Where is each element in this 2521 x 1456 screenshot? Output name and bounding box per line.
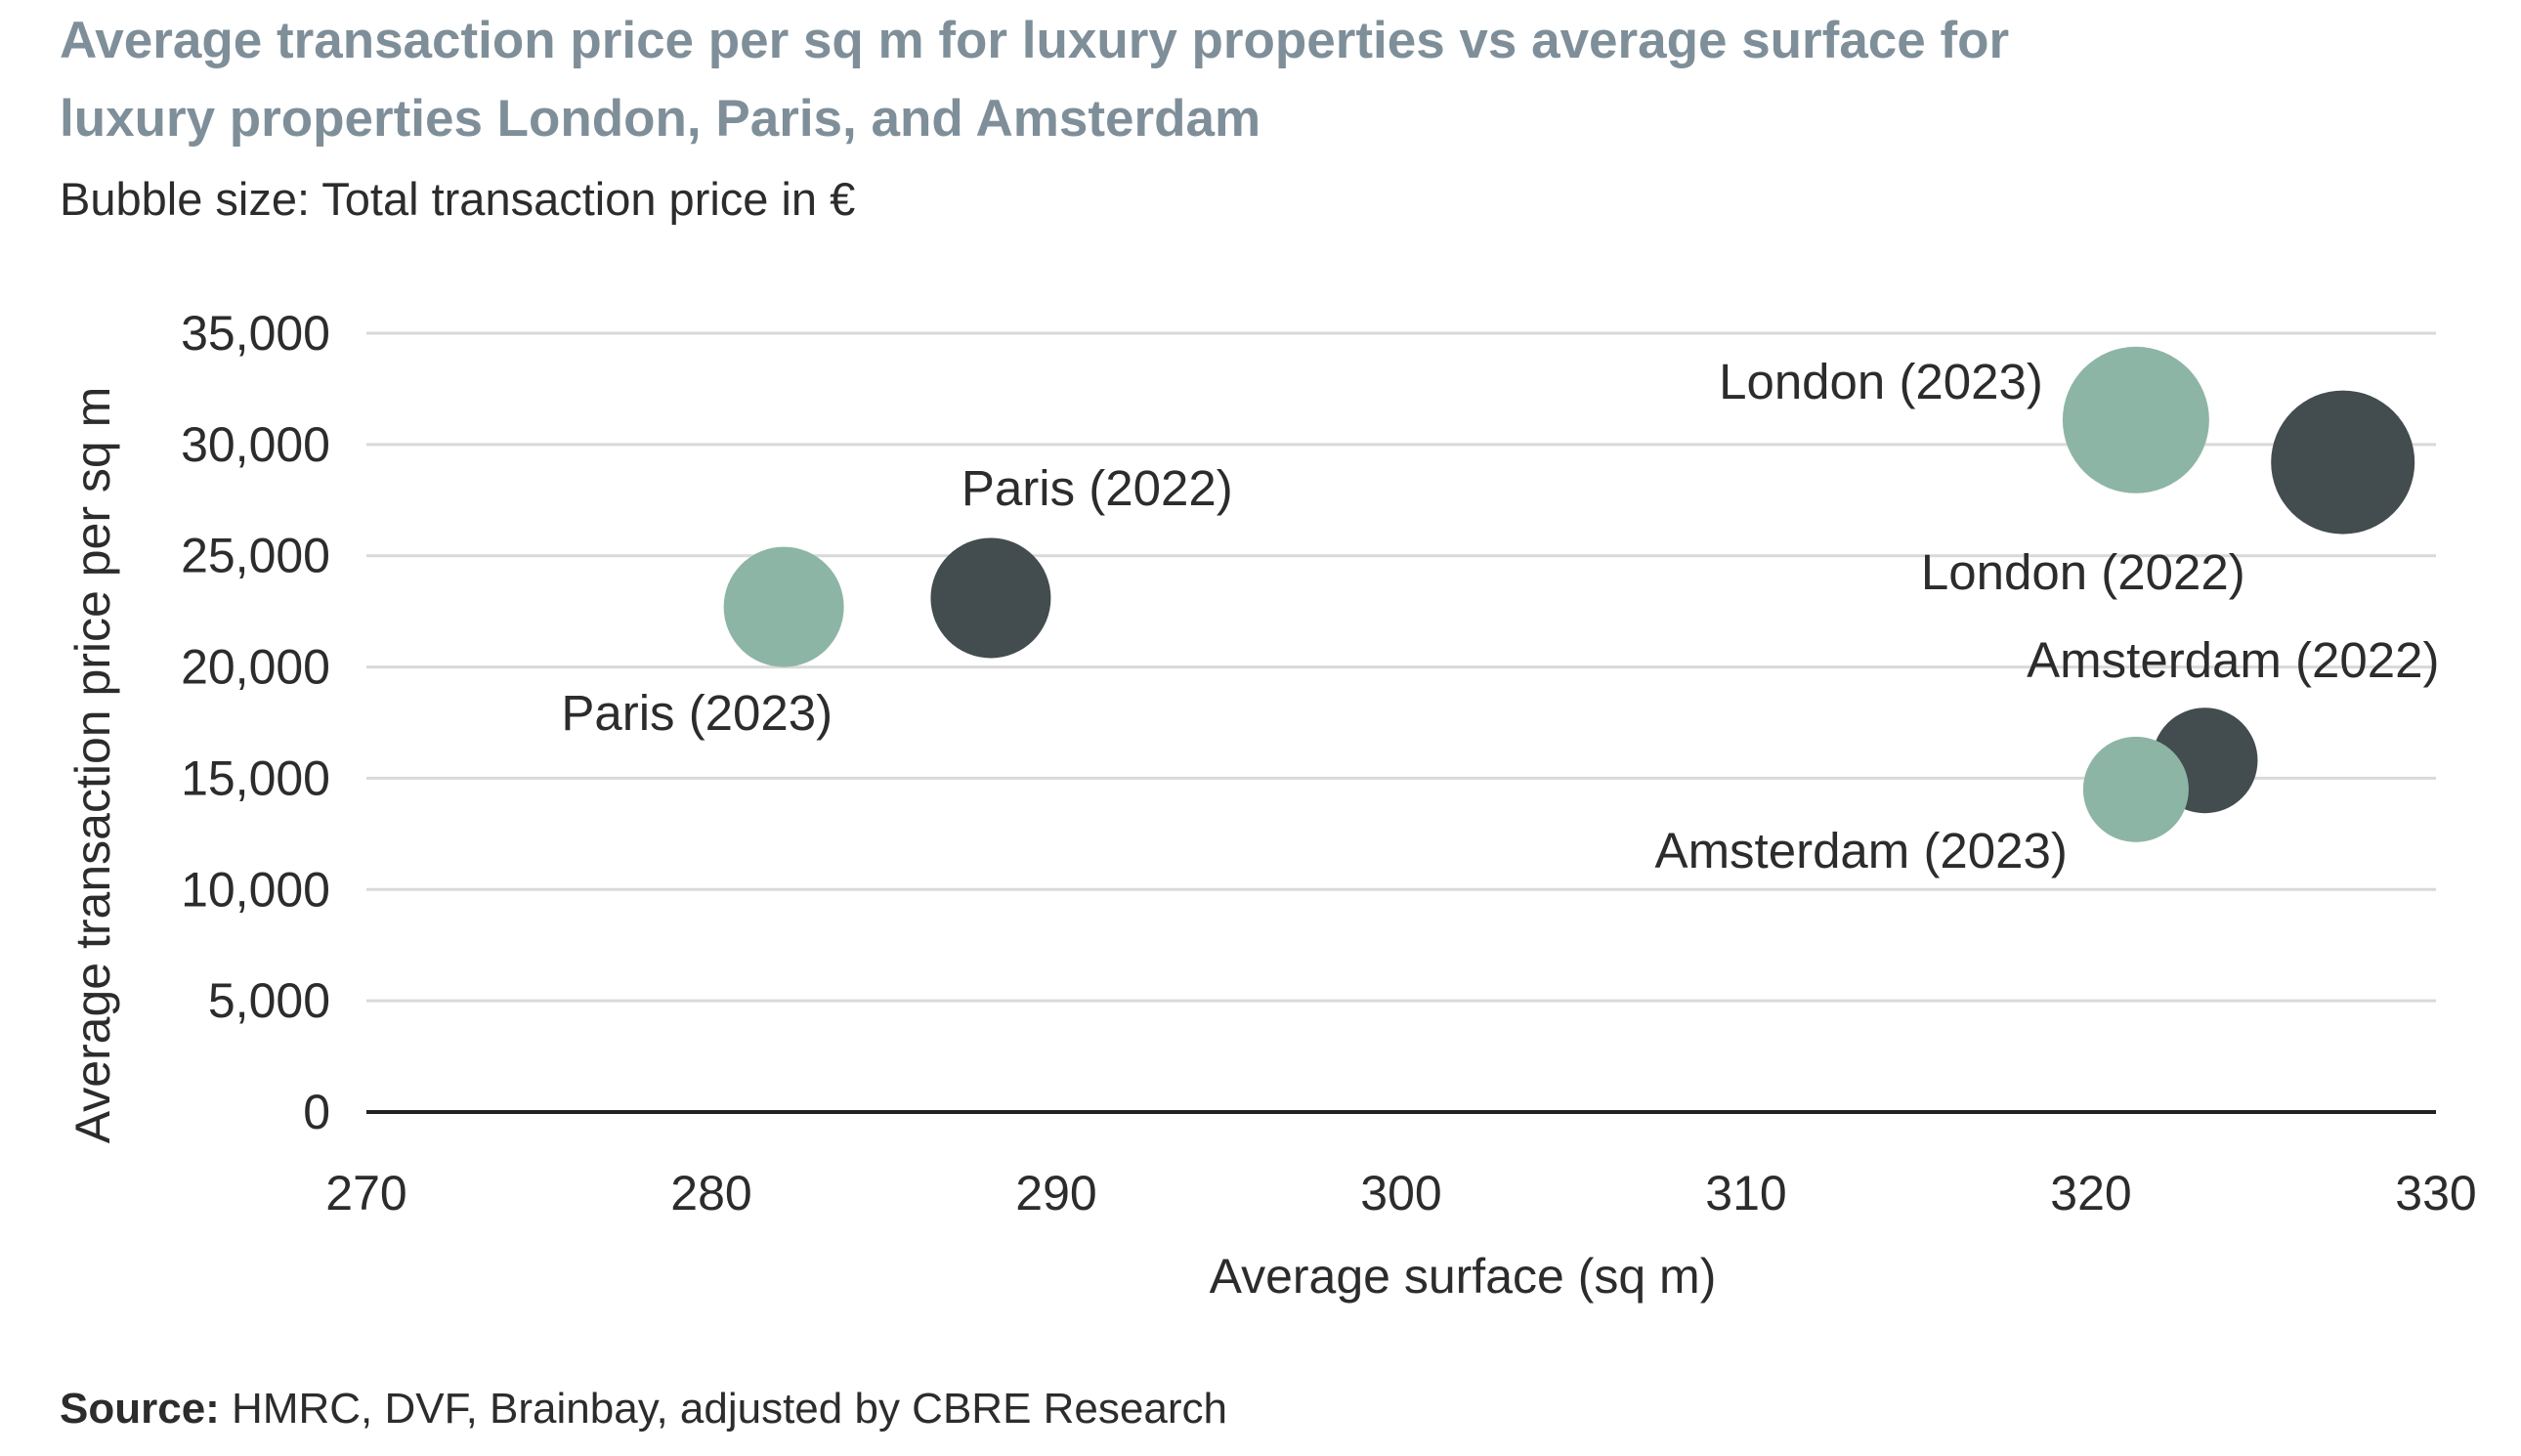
x-tick-label: 330 — [2395, 1166, 2476, 1220]
x-tick-label: 300 — [1360, 1166, 1441, 1220]
chart-title: Average transaction price per sq m for l… — [60, 12, 2010, 148]
bubble-london-2022 — [2271, 390, 2415, 535]
x-tick-label: 280 — [670, 1166, 751, 1220]
y-tick-label: 10,000 — [181, 862, 330, 917]
source-note: Source: HMRC, DVF, Brainbay, adjusted by… — [60, 1385, 1227, 1434]
source-text: HMRC, DVF, Brainbay, adjusted by CBRE Re… — [219, 1385, 1227, 1433]
bubble-labels: London (2023) London (2022) Paris (2022) Pa… — [561, 354, 2439, 878]
x-tick-label: 310 — [1705, 1166, 1786, 1220]
y-tick-label: 30,000 — [181, 417, 330, 472]
bubble-chart: 0 5,000 10,000 15,000 20,000 25,000 30,000 35,0… — [65, 306, 2477, 1304]
x-tick-label: 270 — [325, 1166, 406, 1220]
bubble-london-2023 — [2062, 346, 2209, 493]
bubble-label: London (2022) — [1921, 544, 2245, 600]
y-tick-label: 35,000 — [181, 306, 330, 361]
y-tick-label: 0 — [303, 1085, 330, 1139]
bubble-paris-2023 — [723, 546, 844, 667]
y-axis-title: Average transaction price per sq m — [65, 387, 120, 1143]
bubble-paris-2022 — [930, 537, 1051, 659]
bubbles — [723, 346, 2415, 842]
axes: 0 5,000 10,000 15,000 20,000 25,000 30,000 35,0… — [181, 306, 2477, 1220]
x-tick-label: 290 — [1015, 1166, 1096, 1220]
bubble-label: Amsterdam (2022) — [2027, 632, 2439, 688]
source-label: Source: — [60, 1385, 220, 1433]
bubble-label: London (2023) — [1719, 354, 2043, 409]
y-tick-label: 25,000 — [181, 529, 330, 583]
y-tick-label: 20,000 — [181, 640, 330, 695]
bubble-amsterdam-2023 — [2082, 736, 2189, 842]
x-axis-title: Average surface (sq m) — [1210, 1249, 1717, 1304]
bubble-label: Paris (2022) — [961, 460, 1233, 516]
x-tick-label: 320 — [2050, 1166, 2131, 1220]
bubble-label: Amsterdam (2023) — [1655, 823, 2068, 878]
chart-subtitle: Bubble size: Total transaction price in … — [60, 173, 856, 225]
bubble-label: Paris (2023) — [561, 685, 833, 741]
y-tick-label: 15,000 — [181, 750, 330, 805]
y-tick-label: 5,000 — [208, 973, 330, 1028]
